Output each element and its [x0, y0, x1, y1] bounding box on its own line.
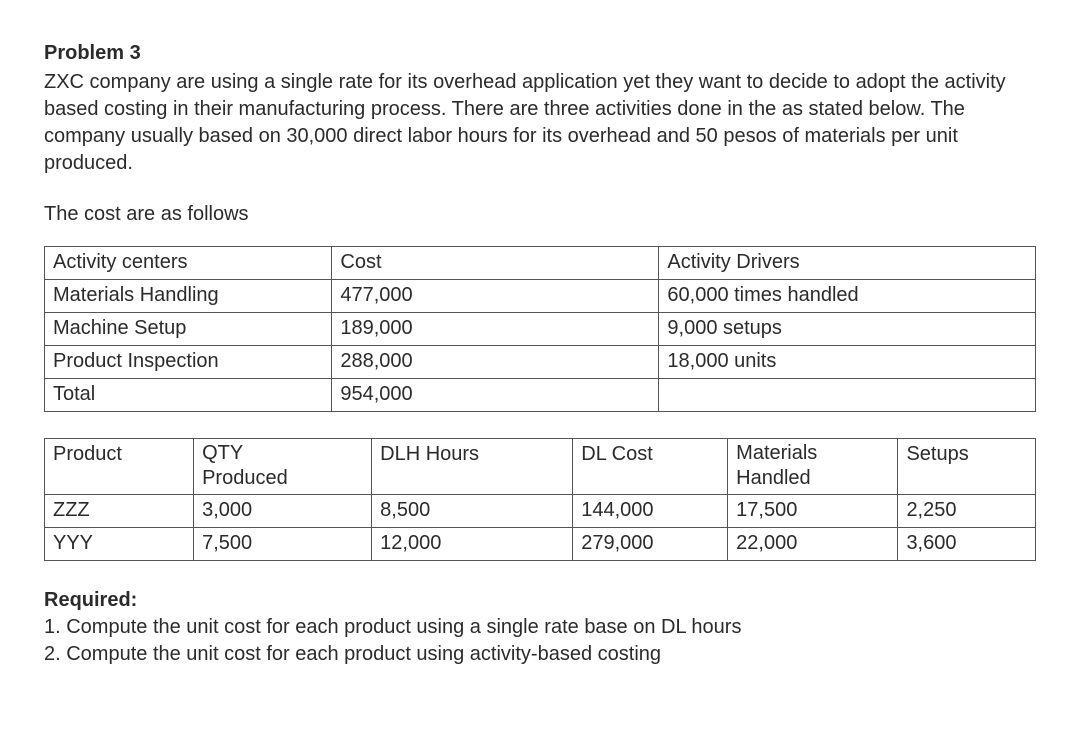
- table-row: Materials Handling 477,000 60,000 times …: [45, 280, 1036, 313]
- cell: 17,500: [728, 495, 898, 528]
- cell: 189,000: [332, 313, 659, 346]
- header-line: Handled: [736, 467, 811, 489]
- cell: 279,000: [573, 528, 728, 561]
- table-row: Machine Setup 189,000 9,000 setups: [45, 313, 1036, 346]
- cell: [659, 379, 1036, 412]
- table-row: Product Inspection 288,000 18,000 units: [45, 346, 1036, 379]
- cell-setups-header: Setups: [898, 439, 1036, 495]
- cell: 2,250: [898, 495, 1036, 528]
- cell-dlcost-header: DL Cost: [573, 439, 728, 495]
- table-row: ZZZ 3,000 8,500 144,000 17,500 2,250: [45, 495, 1036, 528]
- cell: Materials Handling: [45, 280, 332, 313]
- cell-product-header: Product: [45, 439, 194, 495]
- requirements-list: 1. Compute the unit cost for each produc…: [44, 614, 1036, 668]
- cell: 12,000: [372, 528, 573, 561]
- table-row: Activity centers Cost Activity Drivers: [45, 247, 1036, 280]
- intro-paragraph: ZXC company are using a single rate for …: [44, 69, 1036, 177]
- cell: 954,000: [332, 379, 659, 412]
- table-row: YYY 7,500 12,000 279,000 22,000 3,600: [45, 528, 1036, 561]
- cell: 60,000 times handled: [659, 280, 1036, 313]
- cell-dlh-header: DLH Hours: [372, 439, 573, 495]
- cell-materials-header: Materials Handled: [728, 439, 898, 495]
- cell: 144,000: [573, 495, 728, 528]
- cell: 7,500: [194, 528, 372, 561]
- cell: ZZZ: [45, 495, 194, 528]
- cell-activity-header: Activity centers: [45, 247, 332, 280]
- requirement-item: 1. Compute the unit cost for each produc…: [44, 614, 1036, 641]
- header-line: Materials: [736, 442, 817, 464]
- cell-driver-header: Activity Drivers: [659, 247, 1036, 280]
- cell: 3,600: [898, 528, 1036, 561]
- cell: 22,000: [728, 528, 898, 561]
- problem-title: Problem 3: [44, 40, 1036, 67]
- cell: 18,000 units: [659, 346, 1036, 379]
- table-row: Total 954,000: [45, 379, 1036, 412]
- product-table: Product QTY Produced DLH Hours DL Cost M…: [44, 438, 1036, 561]
- cell: Product Inspection: [45, 346, 332, 379]
- cost-subheading: The cost are as follows: [44, 201, 1036, 228]
- cell: Machine Setup: [45, 313, 332, 346]
- requirement-item: 2. Compute the unit cost for each produc…: [44, 641, 1036, 668]
- cell: 8,500: [372, 495, 573, 528]
- required-label: Required:: [44, 587, 1036, 614]
- table-row: Product QTY Produced DLH Hours DL Cost M…: [45, 439, 1036, 495]
- header-line: QTY: [202, 442, 243, 464]
- cell: 288,000: [332, 346, 659, 379]
- header-line: Produced: [202, 467, 288, 489]
- cell: YYY: [45, 528, 194, 561]
- cell: Total: [45, 379, 332, 412]
- cell: 3,000: [194, 495, 372, 528]
- cell-cost-header: Cost: [332, 247, 659, 280]
- cell-qty-header: QTY Produced: [194, 439, 372, 495]
- activity-centers-table: Activity centers Cost Activity Drivers M…: [44, 246, 1036, 412]
- cell: 477,000: [332, 280, 659, 313]
- cell: 9,000 setups: [659, 313, 1036, 346]
